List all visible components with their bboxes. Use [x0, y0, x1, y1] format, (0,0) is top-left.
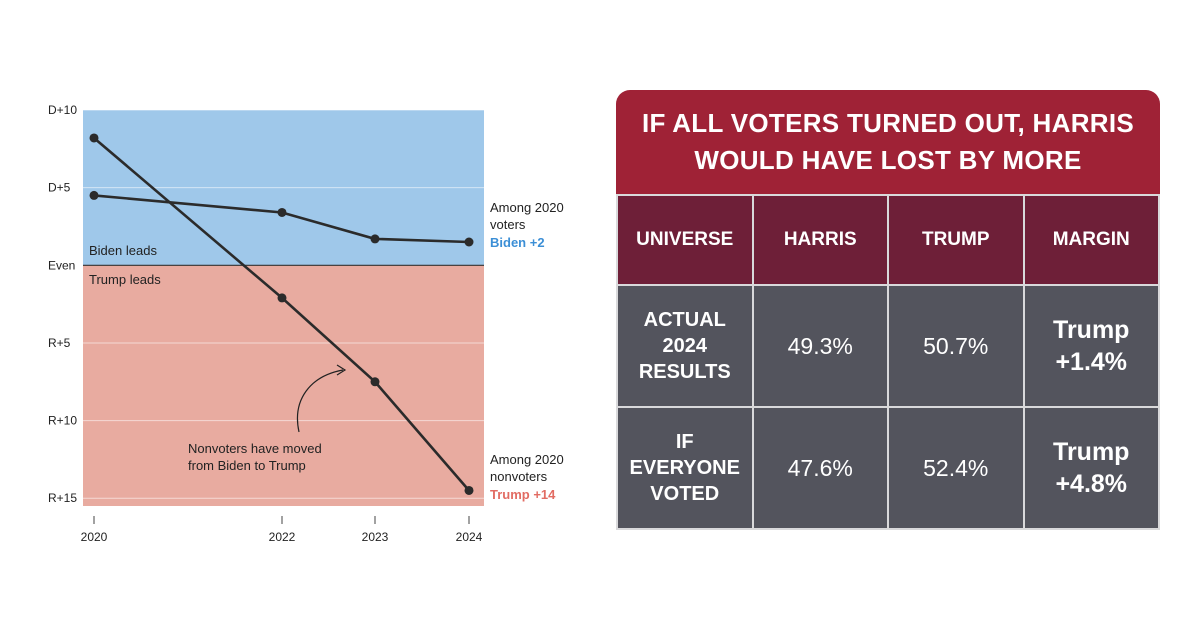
y-tick-label: D+5	[48, 181, 71, 195]
y-tick-label: R+15	[48, 491, 77, 505]
annotation-arrowhead	[336, 364, 347, 376]
margin-line: Trump	[1053, 438, 1130, 466]
table-title-text: IF ALL VOTERS TURNED OUT, HARRIS WOULD H…	[641, 108, 1135, 175]
header-margin: MARGIN	[1024, 196, 1158, 284]
universe-line: RESULTS	[638, 361, 731, 383]
series-line	[93, 194, 470, 244]
x-tick-label: 2024	[456, 530, 483, 544]
table-row: IF EVERYONE VOTED 47.6% 52.4% Trump +4.8…	[618, 408, 1158, 528]
y-tick-label: R+5	[48, 336, 71, 350]
trump-value: 50.7%	[889, 286, 1023, 406]
data-point	[89, 133, 99, 143]
y-tick-label: D+10	[48, 103, 77, 117]
table-title: IF ALL VOTERS TURNED OUT, HARRIS WOULD H…	[616, 90, 1160, 194]
universe-line: ACTUAL	[643, 309, 726, 331]
y-tick-label: Even	[48, 258, 75, 272]
data-point	[464, 237, 474, 247]
table-row: ACTUAL 2024 RESULTS 49.3% 50.7% Trump +1…	[618, 286, 1158, 406]
series-value-label: Biden +2	[490, 235, 545, 250]
data-point	[277, 207, 287, 217]
trump-value: 52.4%	[889, 408, 1023, 528]
header-trump: TRUMP	[889, 196, 1023, 284]
series-value-label: Trump +14	[490, 487, 556, 502]
header-universe: UNIVERSE	[618, 196, 752, 284]
series-end-label: nonvoters	[490, 469, 548, 484]
header-harris: HARRIS	[753, 196, 887, 284]
universe-line: 2024	[662, 335, 708, 357]
margin-line: +1.4%	[1055, 348, 1128, 376]
line-chart: D+10 D+5 Even R+5 R+10 R+15 Biden leads Trump l…	[48, 103, 564, 544]
data-point	[277, 293, 287, 303]
margin-cell: Trump +4.8%	[1024, 408, 1158, 528]
chart-canvas: D+10 D+5 Even R+5 R+10 R+15 Biden leads Trump l…	[48, 103, 564, 544]
annotation-text: from Biden to Trump	[188, 458, 306, 473]
data-point	[370, 377, 380, 387]
annotation-arrow	[297, 369, 344, 433]
table-header-row: UNIVERSE HARRIS TRUMP MARGIN	[618, 196, 1158, 284]
y-tick-label: R+10	[48, 414, 77, 428]
trump-leads-region	[83, 265, 484, 506]
series-end-label: Among 2020	[490, 452, 564, 467]
x-tick-label: 2020	[81, 530, 108, 544]
results-table-panel: IF ALL VOTERS TURNED OUT, HARRIS WOULD H…	[616, 90, 1160, 546]
results-table: UNIVERSE HARRIS TRUMP MARGIN ACTUAL 2024…	[616, 194, 1160, 530]
annotation-text: Nonvoters have moved	[188, 441, 322, 456]
data-point	[464, 485, 474, 495]
series-end-label: Among 2020	[490, 200, 564, 215]
x-tick-label: 2023	[362, 530, 389, 544]
data-point	[89, 190, 99, 200]
series-end-label: voters	[490, 217, 526, 232]
data-point	[370, 234, 380, 244]
x-tick-label: 2022	[269, 530, 296, 544]
series-line	[93, 136, 470, 492]
row-universe-cell: ACTUAL 2024 RESULTS	[618, 286, 752, 406]
margin-line: +4.8%	[1055, 470, 1128, 498]
universe-line: VOTED	[650, 483, 720, 505]
universe-line: IF	[675, 431, 694, 453]
row-universe-cell: IF EVERYONE VOTED	[618, 408, 752, 528]
harris-value: 49.3%	[753, 286, 887, 406]
biden-leads-label: Biden leads	[89, 243, 157, 258]
harris-value: 47.6%	[753, 408, 887, 528]
trump-leads-label: Trump leads	[89, 272, 161, 287]
margin-cell: Trump +1.4%	[1024, 286, 1158, 406]
margin-line: Trump	[1053, 316, 1130, 344]
universe-line: EVERYONE	[629, 457, 740, 479]
